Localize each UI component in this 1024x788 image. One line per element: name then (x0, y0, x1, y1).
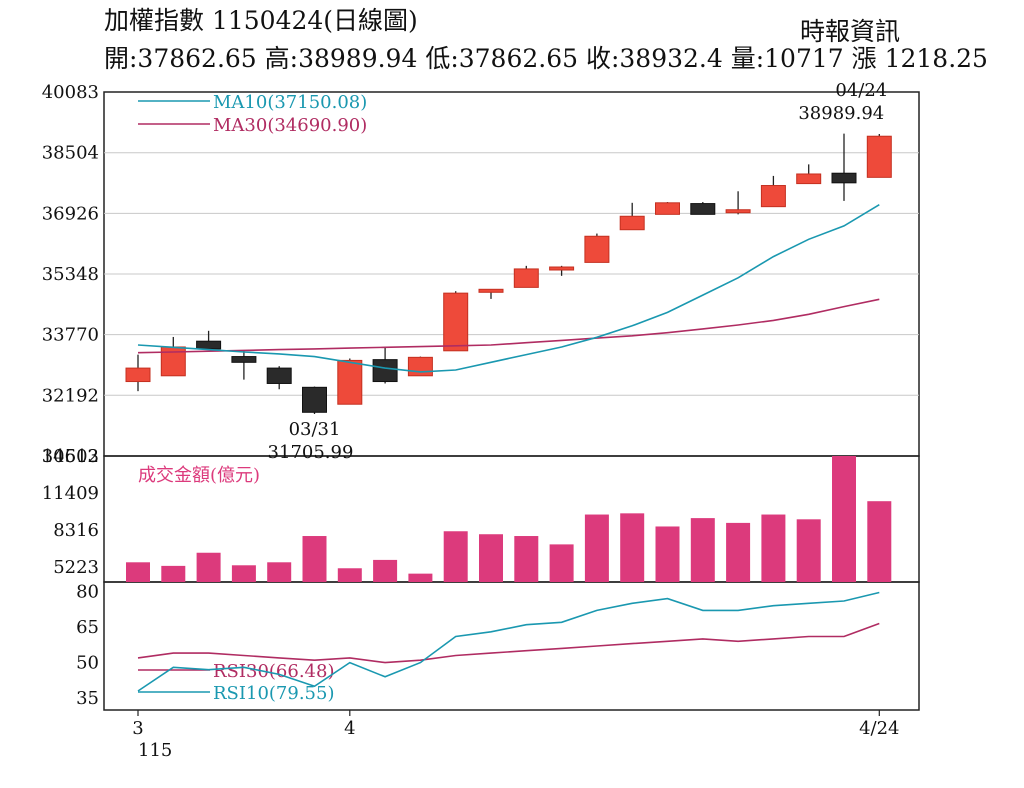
volume-bar (302, 536, 327, 582)
candle-up (655, 202, 680, 215)
volume-tick-label: 11409 (42, 483, 99, 504)
candle-up (337, 359, 363, 405)
volume-bar (726, 522, 751, 582)
candle-up (549, 266, 575, 271)
volume-bar (231, 565, 256, 582)
candle-down (372, 359, 398, 383)
candle-down (196, 340, 222, 350)
candle-up (796, 173, 822, 185)
volume-tick-label: 14502 (42, 446, 99, 467)
candle-up (725, 209, 751, 214)
low-value-label: 31705.99 (268, 442, 354, 463)
x-tick-label: 4/24 (859, 718, 899, 739)
source-label: 時報資訊 (800, 17, 901, 46)
volume-bar (479, 534, 503, 582)
volume-bar (832, 456, 856, 582)
candle-up (478, 288, 504, 293)
candle-down (831, 172, 857, 184)
volume-title: 成交金額(億元) (138, 465, 260, 486)
rsi10-legend-label: RSI10(79.55) (213, 683, 334, 704)
panel-frame-3 (103, 581, 920, 711)
ma30-legend-label: MA30(34690.90) (213, 115, 367, 136)
volume-bar (408, 573, 433, 582)
candle-up (125, 367, 151, 383)
volume-tick-label: 5223 (53, 557, 99, 578)
price-tick-label: 32192 (42, 385, 99, 406)
low-date-label: 03/31 (289, 419, 341, 440)
volume-tick-label: 8316 (53, 520, 99, 541)
volume-bar (655, 526, 680, 582)
rsi-tick-label: 65 (76, 617, 99, 638)
price-tick-label: 35348 (42, 264, 99, 285)
rsi30-legend-label: RSI30(66.48) (213, 661, 334, 682)
x-tick-label: 3 (132, 718, 143, 739)
candle-down (690, 203, 716, 215)
candle-up (407, 356, 433, 377)
rsi-tick-label: 35 (76, 688, 99, 709)
candle-down (266, 367, 292, 384)
ma30-line (137, 298, 880, 354)
price-tick-label: 40083 (42, 82, 99, 103)
volume-bar (690, 518, 715, 582)
price-tick-label: 36926 (42, 203, 99, 224)
volume-bar (267, 562, 292, 582)
rsi-tick-label: 80 (76, 581, 99, 602)
candle-up (584, 235, 610, 263)
volume-bar (796, 519, 821, 582)
price-tick-label: 33770 (42, 325, 99, 346)
high-date-label: 04/24 (835, 80, 887, 101)
candle-up (760, 185, 786, 208)
volume-bar (867, 501, 892, 582)
price-tick-label: 30613 (42, 446, 99, 467)
candle-up (513, 268, 539, 288)
volume-bar (584, 514, 609, 582)
volume-bar (196, 552, 221, 582)
volume-bar (337, 568, 362, 582)
rsi30-line (137, 622, 880, 664)
volume-bar (373, 559, 398, 582)
price-tick-label: 38504 (42, 143, 99, 164)
volume-bar (620, 513, 645, 582)
ma10-legend-label: MA10(37150.08) (213, 92, 367, 113)
volume-bar (514, 536, 539, 582)
page-title: 加權指數 1150424(日線圖) (104, 6, 418, 35)
ma10-line (137, 204, 880, 373)
volume-bar (126, 562, 150, 582)
candle-up (619, 215, 645, 231)
quote-summary: 開:37862.65 高:38989.94 低:37862.65 收:38932… (104, 44, 988, 73)
rsi-tick-label: 50 (76, 653, 99, 674)
candle-down (231, 356, 257, 363)
volume-bar (549, 544, 574, 582)
volume-bar (443, 531, 468, 582)
candle-down (302, 386, 327, 413)
x-tick-label: 4 (344, 718, 355, 739)
candle-up (443, 292, 469, 352)
high-value-label: 38989.94 (798, 103, 884, 124)
volume-bar (761, 514, 786, 582)
rsi10-line (137, 591, 880, 692)
year-label: 115 (138, 740, 172, 761)
volume-bar (161, 565, 186, 582)
candle-up (866, 135, 892, 178)
